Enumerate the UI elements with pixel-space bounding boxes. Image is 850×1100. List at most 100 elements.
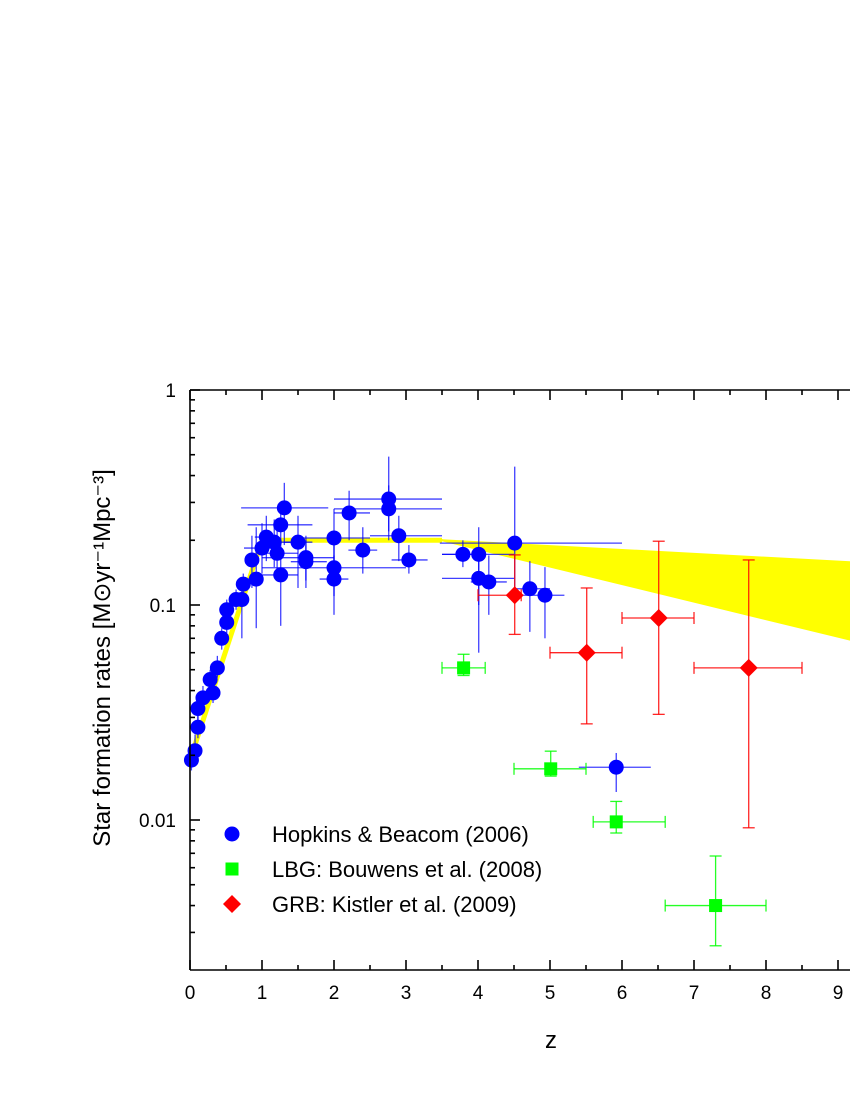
diamond-marker bbox=[577, 643, 596, 662]
data-point bbox=[234, 587, 250, 639]
data-point bbox=[513, 750, 587, 777]
circle-marker bbox=[326, 530, 342, 546]
series-lbg bbox=[441, 653, 767, 947]
legend-marker-lbg bbox=[225, 862, 239, 876]
circle-marker bbox=[187, 743, 203, 759]
legend-marker-hopkins bbox=[224, 826, 240, 842]
circle-marker bbox=[269, 545, 285, 561]
circle-marker bbox=[391, 528, 407, 544]
circle-marker bbox=[234, 592, 250, 608]
data-point bbox=[514, 561, 550, 632]
circle-marker bbox=[219, 602, 235, 618]
data-point bbox=[549, 587, 623, 725]
model-curve bbox=[187, 537, 850, 761]
data-points bbox=[183, 456, 803, 947]
legend-marker-grb bbox=[223, 895, 241, 913]
axes: 0 1 2 3 4 5 6 7 8 9 1 0.1 0.01 bbox=[139, 381, 850, 1004]
x-tick-label: 6 bbox=[617, 983, 628, 1004]
data-point bbox=[241, 482, 329, 546]
circle-marker bbox=[290, 534, 306, 550]
circle-marker bbox=[214, 630, 230, 646]
legend-label-lbg: LBG: Bouwens et al. (2008) bbox=[272, 857, 542, 882]
data-point bbox=[187, 734, 203, 766]
data-point bbox=[205, 681, 221, 704]
x-tick-label: 0 bbox=[185, 983, 196, 1004]
circle-marker bbox=[537, 587, 553, 603]
data-point bbox=[219, 599, 235, 621]
circle-marker bbox=[235, 576, 251, 592]
circle-marker bbox=[190, 719, 206, 735]
circle-marker bbox=[298, 554, 314, 570]
data-point bbox=[664, 855, 767, 947]
circle-marker bbox=[209, 660, 225, 676]
data-point bbox=[262, 550, 298, 626]
x-tick-label: 7 bbox=[689, 983, 700, 1004]
circle-marker bbox=[276, 500, 292, 516]
square-marker bbox=[457, 661, 471, 675]
data-point bbox=[521, 567, 565, 639]
circle-marker bbox=[219, 614, 235, 630]
circle-marker bbox=[381, 501, 397, 517]
legend-square-icon bbox=[225, 862, 239, 876]
diamond-marker bbox=[505, 586, 524, 605]
x-axis-label: z bbox=[545, 1027, 557, 1054]
square-marker bbox=[609, 815, 623, 829]
series-hopkins bbox=[183, 456, 651, 792]
legend-label-hopkins: Hopkins & Beacom (2006) bbox=[272, 822, 529, 847]
y-tick-label: 1 bbox=[165, 381, 176, 402]
y-axis-label: Star formation rates [M⊙yr⁻¹Mpc⁻³] bbox=[89, 469, 116, 847]
square-marker bbox=[709, 899, 723, 913]
model-uncertainty-band bbox=[441, 539, 850, 641]
y-tick-label: 0.1 bbox=[150, 596, 176, 617]
data-point bbox=[235, 573, 251, 597]
circle-marker bbox=[273, 567, 289, 583]
y-tick-label: 0.01 bbox=[139, 811, 176, 832]
legend: Hopkins & Beacom (2006) LBG: Bouwens et … bbox=[223, 822, 542, 917]
data-point bbox=[391, 545, 428, 574]
diamond-marker bbox=[739, 658, 758, 677]
data-point bbox=[348, 527, 378, 574]
x-tick-label: 5 bbox=[545, 983, 556, 1004]
data-point bbox=[693, 559, 803, 829]
data-point bbox=[592, 800, 666, 834]
x-tick-label: 4 bbox=[473, 983, 484, 1004]
x-tick-label: 8 bbox=[761, 983, 772, 1004]
data-point bbox=[319, 555, 349, 615]
circle-marker bbox=[401, 552, 417, 568]
legend-diamond-icon bbox=[223, 895, 241, 913]
data-point bbox=[334, 485, 442, 541]
data-point bbox=[298, 508, 370, 568]
data-point bbox=[290, 540, 327, 588]
circle-marker bbox=[507, 535, 523, 551]
x-tick-label: 9 bbox=[833, 983, 844, 1004]
circle-marker bbox=[471, 546, 487, 562]
circle-marker bbox=[481, 574, 497, 590]
circle-marker bbox=[608, 759, 624, 775]
circle-marker bbox=[205, 685, 221, 701]
legend-circle-icon bbox=[224, 826, 240, 842]
circle-marker bbox=[244, 552, 260, 568]
x-tick-label: 2 bbox=[329, 983, 340, 1004]
square-marker bbox=[544, 762, 558, 776]
x-tick-label: 1 bbox=[257, 983, 268, 1004]
circle-marker bbox=[341, 505, 357, 521]
data-point bbox=[209, 655, 225, 678]
data-point bbox=[578, 752, 651, 792]
model-line bbox=[187, 537, 442, 761]
circle-marker bbox=[202, 672, 218, 688]
series-grb bbox=[477, 540, 803, 829]
data-point bbox=[621, 540, 695, 716]
data-point bbox=[477, 554, 524, 636]
data-point bbox=[441, 653, 486, 677]
circle-marker bbox=[522, 581, 538, 597]
data-point bbox=[214, 628, 230, 650]
data-point bbox=[370, 515, 442, 562]
circle-marker bbox=[326, 571, 342, 587]
circle-marker bbox=[355, 542, 371, 558]
x-tick-label: 3 bbox=[401, 983, 412, 1004]
diamond-marker bbox=[649, 609, 668, 628]
circle-marker bbox=[273, 517, 289, 533]
legend-label-grb: GRB: Kistler et al. (2009) bbox=[272, 892, 517, 917]
data-point bbox=[442, 555, 514, 653]
